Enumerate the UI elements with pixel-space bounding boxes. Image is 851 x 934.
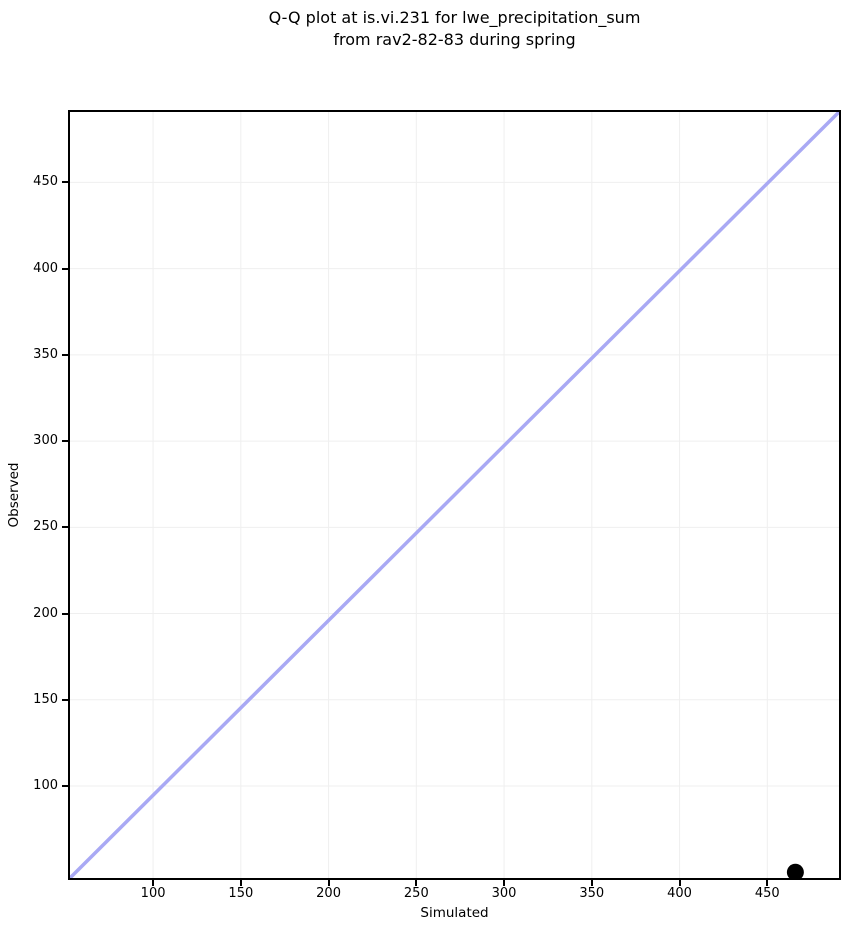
chart-title: Q-Q plot at is.vi.231 for lwe_precipitat… <box>68 7 841 51</box>
y-tick-label: 200 <box>33 605 58 621</box>
y-tick-mark <box>62 440 68 443</box>
plot-spines <box>68 110 841 880</box>
x-tick-label: 350 <box>579 886 605 901</box>
x-tick-mark <box>239 880 242 886</box>
y-tick-label: 250 <box>33 519 58 535</box>
y-tick-label: 150 <box>33 691 58 707</box>
x-tick-label: 450 <box>754 886 780 901</box>
x-tick-mark <box>415 880 418 886</box>
y-tick-label: 400 <box>33 260 58 276</box>
y-tick-mark <box>62 612 68 615</box>
x-tick-mark <box>503 880 506 886</box>
y-tick-mark <box>62 698 68 701</box>
y-tick-mark <box>62 526 68 529</box>
x-tick-label: 100 <box>140 886 166 901</box>
x-tick-mark <box>678 880 681 886</box>
y-tick-mark <box>62 181 68 184</box>
chart-title-line-2: from rav2-82-83 during spring <box>333 30 576 49</box>
y-tick-mark <box>62 785 68 787</box>
plot-area <box>68 110 841 880</box>
x-tick-label: 200 <box>316 886 341 901</box>
identity-reference-line <box>68 110 841 880</box>
y-tick-label: 100 <box>33 778 58 793</box>
x-tick-mark <box>327 880 330 886</box>
chart-title-line-1: Q-Q plot at is.vi.231 for lwe_precipitat… <box>268 8 641 27</box>
data-point <box>786 863 804 880</box>
x-axis-label: Simulated <box>420 905 489 921</box>
x-tick-label: 250 <box>403 886 429 901</box>
x-tick-mark <box>590 880 593 886</box>
y-tick-label: 450 <box>33 174 58 190</box>
y-tick-mark <box>62 353 68 356</box>
x-tick-label: 300 <box>491 886 517 901</box>
x-tick-mark <box>152 880 155 886</box>
x-tick-mark <box>766 880 769 886</box>
y-tick-label: 350 <box>33 346 58 362</box>
y-tick-label: 300 <box>33 433 58 449</box>
x-tick-label: 400 <box>667 886 692 901</box>
y-tick-mark <box>62 267 68 270</box>
plot-canvas <box>68 110 841 880</box>
x-tick-label: 150 <box>228 886 254 901</box>
